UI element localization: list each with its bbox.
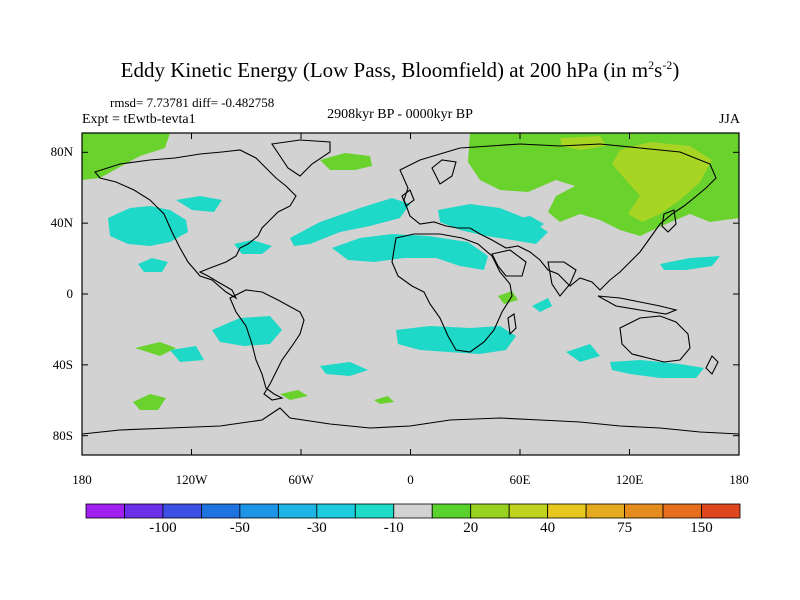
lon-label: 0	[407, 472, 414, 487]
cyan-n-pacific	[108, 206, 188, 246]
cyan-n-pacific-2	[176, 196, 222, 212]
coast-uk	[401, 189, 415, 207]
colorbar-box	[701, 503, 741, 519]
coast-eurasia	[399, 143, 717, 291]
lon-label: 180	[729, 472, 749, 487]
coast-greenland	[271, 139, 331, 177]
colorbar-box	[277, 503, 318, 519]
colorbar-box	[201, 503, 241, 519]
lon-label: 180	[72, 472, 92, 487]
stats-text: rmsd= 7.73781 diff= -0.482758	[110, 95, 275, 110]
cyan-pacific-small	[138, 258, 168, 272]
lat-label: 40N	[50, 215, 73, 231]
anomaly-fills	[82, 133, 739, 410]
cyan-s-atlantic	[320, 362, 368, 376]
lat-label: 0	[66, 286, 74, 301]
coast-indonesia	[597, 295, 678, 315]
colorbar-label: 150	[690, 520, 713, 536]
colorbar-box	[431, 503, 472, 519]
cyan-s-indian	[566, 344, 600, 362]
colorbar-label: 20	[463, 520, 479, 536]
colorbar-label: 40	[540, 520, 556, 536]
experiment-label: Expt = tEwtb-tevta1	[82, 112, 196, 127]
green-n-atlantic	[320, 153, 372, 170]
colorbar-box	[393, 503, 433, 519]
lat-label: 40S	[52, 356, 73, 372]
green-s-pacific	[135, 342, 176, 356]
colorbar-box	[624, 503, 664, 519]
colorbar-box	[316, 503, 356, 519]
coast-australia	[619, 315, 691, 363]
colorbar-label: -10	[383, 520, 404, 536]
coast-north-america	[94, 149, 297, 300]
colorbar-label: -30	[306, 520, 327, 536]
lon-label: 60E	[509, 472, 531, 487]
colorbar-box	[354, 503, 395, 519]
green-arctic-west	[82, 133, 170, 180]
lat-label: 80S	[52, 427, 73, 443]
colorbar-box	[662, 503, 702, 519]
colorbar-label: 75	[617, 520, 633, 536]
colorbar-box	[124, 503, 164, 519]
coast-africa	[391, 233, 513, 353]
cyan-australia-south	[610, 360, 704, 378]
coast-new-zealand	[705, 355, 719, 375]
plot-title: Eddy Kinetic Energy (Low Pass, Bloomfiel…	[120, 58, 680, 82]
colorbar	[85, 503, 741, 519]
lon-label: 120W	[175, 472, 208, 487]
coastlines	[82, 139, 739, 435]
colorbar-label: -50	[229, 520, 250, 536]
cyan-asia	[438, 204, 548, 244]
cyan-mid-atlantic	[290, 198, 410, 246]
cyan-mediterranean	[500, 216, 544, 234]
colorbar-label: -100	[149, 520, 177, 536]
cyan-n-america	[234, 240, 272, 254]
coast-madagascar	[507, 313, 517, 336]
lon-label: 120E	[615, 472, 644, 487]
colorbar-box	[508, 503, 549, 519]
colorbar-box	[585, 503, 625, 519]
coast-south-america	[229, 289, 305, 401]
colorbar-box	[470, 503, 510, 519]
map-panel	[82, 133, 739, 455]
coast-india	[547, 261, 577, 297]
green-africa-east	[498, 291, 518, 304]
green-s-ocean	[133, 394, 166, 410]
lat-label: 80N	[50, 144, 73, 160]
cyan-s-pacific	[212, 316, 282, 346]
cyan-s-pacific-2	[170, 346, 204, 362]
coast-arabia	[491, 249, 527, 277]
lon-label: 60W	[288, 472, 314, 487]
cyan-e-atlantic	[332, 234, 488, 270]
lightgreen-arctic	[560, 136, 606, 150]
cyan-s-africa	[396, 326, 516, 354]
cyan-pacific-east	[660, 256, 720, 270]
green-s-ocean-3	[374, 396, 394, 404]
colorbar-box	[239, 503, 279, 519]
season-label: JJA	[718, 112, 740, 127]
coast-scandinavia	[431, 159, 457, 185]
period-label: 2908kyr BP - 0000kyr BP	[327, 107, 473, 122]
axis-ticks	[81, 133, 740, 455]
green-s-ocean-2	[280, 390, 308, 400]
coast-japan	[661, 209, 677, 233]
colorbar-box	[162, 503, 202, 519]
coast-antarctica	[82, 407, 739, 435]
colorbar-box	[85, 503, 125, 519]
colorbar-box	[547, 503, 587, 519]
lightgreen-siberia	[612, 142, 712, 222]
cyan-indian	[532, 298, 552, 312]
